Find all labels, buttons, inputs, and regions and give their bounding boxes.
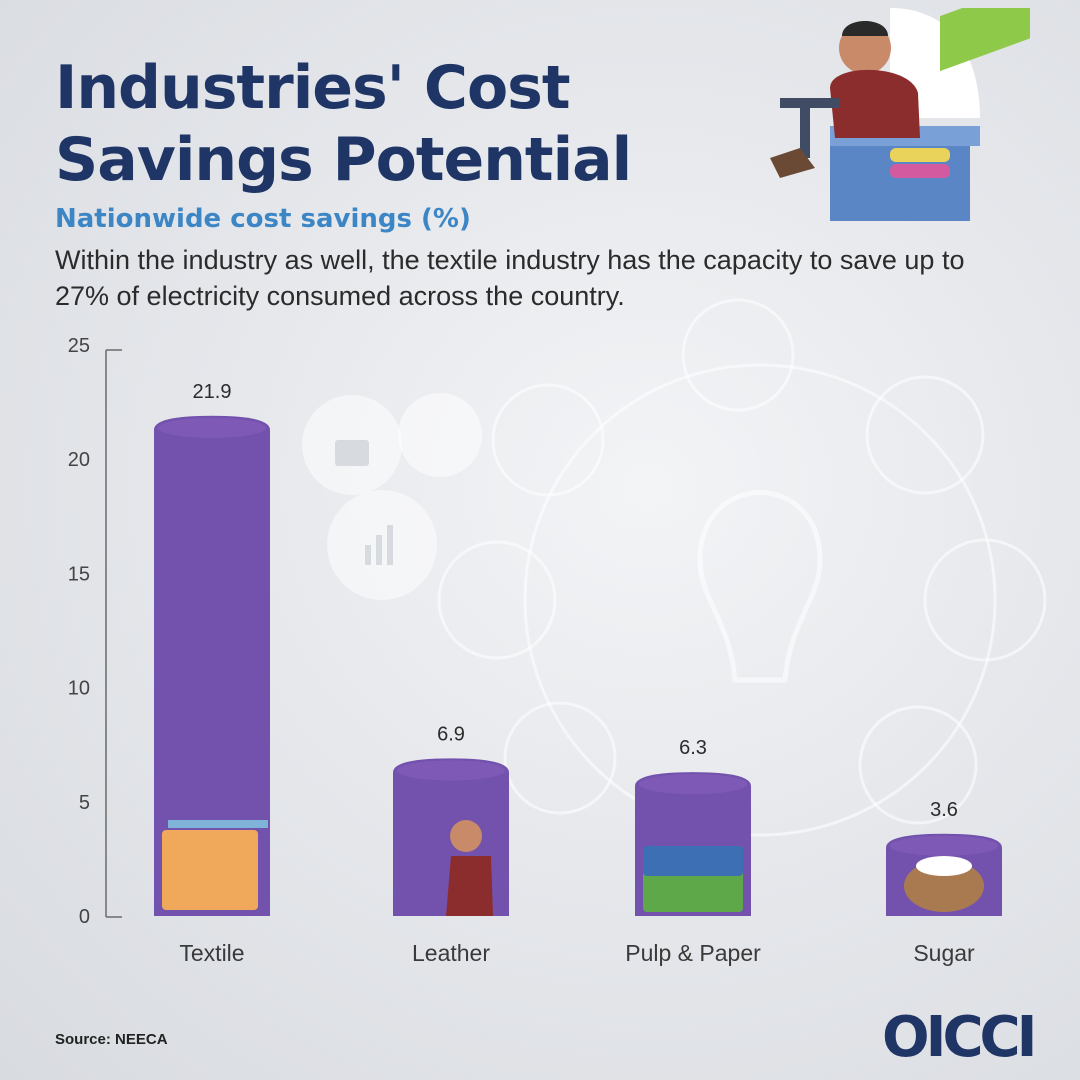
y-tick-label: 10 [68,678,90,700]
category-label: Leather [412,940,490,966]
chart-description: Within the industry as well, the textile… [55,245,965,311]
y-tick-label: 15 [68,563,90,585]
chart-subtitle: Nationwide cost savings (%) [55,204,471,234]
bar-value-label: 6.3 [679,737,707,759]
bar-value-label: 3.6 [930,799,958,821]
page-title: Industries' Cost Savings Potential [55,52,632,196]
leather-worker-body [446,856,493,916]
sugar-sack-icon [904,860,984,912]
sugar-pile [916,856,972,876]
bar-top-highlight [397,760,505,781]
category-label: Textile [179,940,244,966]
y-tick-label: 5 [79,792,90,814]
category-label: Sugar [913,940,975,966]
oicci-logo: OICCI [882,1005,1037,1070]
source-note: Source: NEECA [55,1031,168,1048]
leather-worker-icon [450,820,482,852]
y-tick-label: 0 [79,906,90,928]
textile-worker-illustration [770,8,1030,221]
bar-top-highlight [158,417,266,438]
paper-ream-top [643,846,743,876]
category-label: Pulp & Paper [625,940,761,966]
bar-top-highlight [639,774,747,795]
bar-value-label: 21.9 [193,381,232,403]
title-line-1: Industries' Cost [55,53,571,123]
y-tick-label: 20 [68,449,90,471]
loom-icon-frame [168,820,268,828]
bar [154,415,270,916]
bar-value-label: 6.9 [437,723,465,745]
bar-top-highlight [890,835,998,856]
loom-icon [162,830,258,910]
title-line-2: Savings Potential [55,125,632,195]
y-tick-label: 25 [68,335,90,357]
